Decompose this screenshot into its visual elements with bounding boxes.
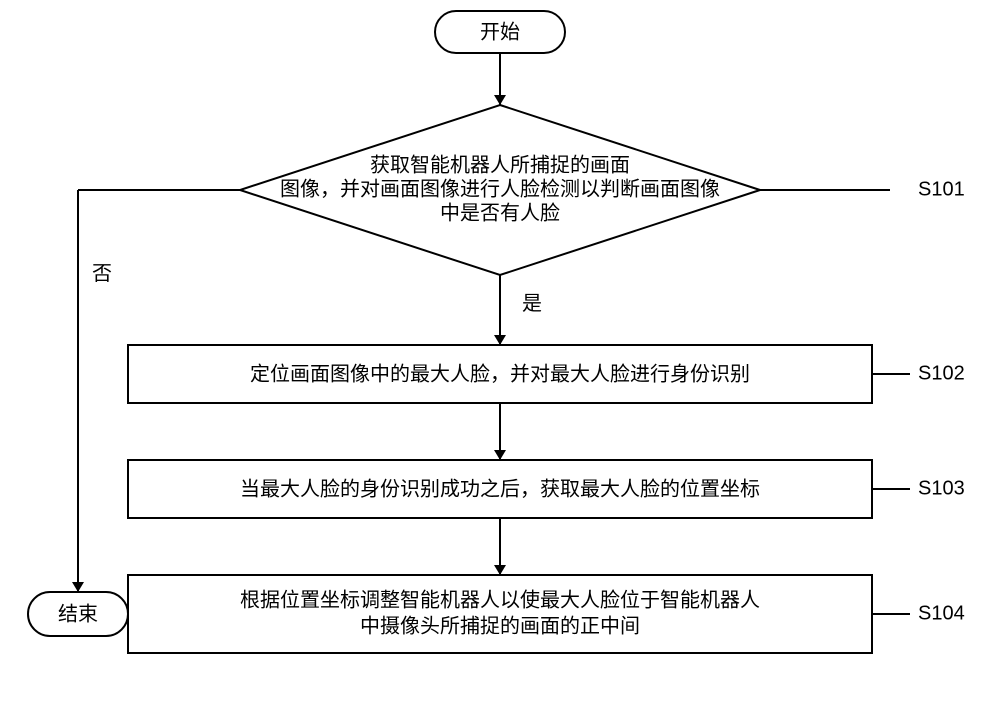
svg-text:获取智能机器人所捕捉的画面: 获取智能机器人所捕捉的画面 xyxy=(370,153,630,176)
edge-no-label: 否 xyxy=(92,263,112,285)
svg-text:定位画面图像中的最大人脸，并对最大人脸进行身份识别: 定位画面图像中的最大人脸，并对最大人脸进行身份识别 xyxy=(250,362,750,385)
end-label: 结束 xyxy=(58,602,98,625)
label-s104: S104 xyxy=(918,602,965,624)
s104-node xyxy=(128,575,872,653)
svg-text:中摄像头所捕捉的画面的正中间: 中摄像头所捕捉的画面的正中间 xyxy=(360,614,640,637)
label-s103: S103 xyxy=(918,477,965,499)
label-s101: S101 xyxy=(918,178,965,200)
svg-text:根据位置坐标调整智能机器人以使最大人脸位于智能机器人: 根据位置坐标调整智能机器人以使最大人脸位于智能机器人 xyxy=(240,588,760,611)
start-label: 开始 xyxy=(480,20,520,43)
edge-yes-label: 是 xyxy=(522,293,542,315)
svg-text:当最大人脸的身份识别成功之后，获取最大人脸的位置坐标: 当最大人脸的身份识别成功之后，获取最大人脸的位置坐标 xyxy=(240,477,760,500)
svg-text:中是否有人脸: 中是否有人脸 xyxy=(440,201,560,224)
label-s102: S102 xyxy=(918,362,965,384)
svg-text:图像，并对画面图像进行人脸检测以判断画面图像: 图像，并对画面图像进行人脸检测以判断画面图像 xyxy=(280,177,720,200)
